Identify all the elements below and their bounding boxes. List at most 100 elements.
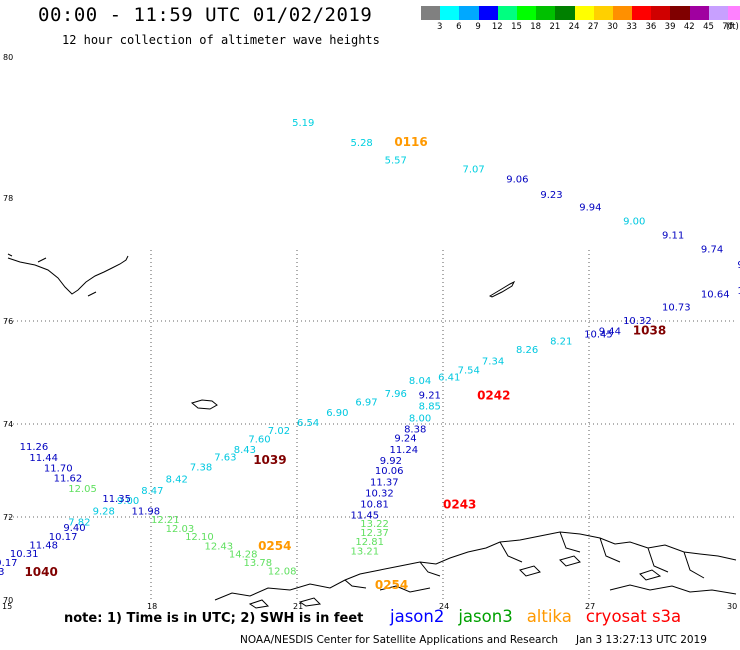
legend-swatch bbox=[536, 6, 556, 20]
wave-height-value: 12.08 bbox=[268, 566, 297, 577]
wave-height-value: 8.26 bbox=[516, 345, 538, 356]
legend-swatch bbox=[555, 6, 575, 20]
legend-swatch bbox=[478, 6, 498, 20]
color-scale-labels: 3 6 9 12 15 18 21 24 27 30 33 36 39 42 45 70 bbox=[421, 22, 740, 34]
legend-swatch bbox=[497, 6, 517, 20]
wave-height-value: 12.43 bbox=[205, 541, 234, 552]
legend-swatch bbox=[689, 6, 709, 20]
wave-height-value: 5.19 bbox=[292, 118, 314, 129]
wave-height-value: 11.98 bbox=[132, 507, 161, 518]
wave-height-value: 6.54 bbox=[297, 418, 319, 429]
legend-label: 12 bbox=[491, 22, 503, 32]
wave-height-value: 11.44 bbox=[29, 453, 58, 464]
legend-label: 18 bbox=[530, 22, 542, 32]
wave-height-value: 12.03 bbox=[166, 524, 195, 535]
pass-time-label: 0254 bbox=[375, 578, 408, 592]
legend-label: 42 bbox=[683, 22, 695, 32]
map-title: 00:00 - 11:59 UTC 01/02/2019 bbox=[38, 4, 373, 26]
wave-height-value: 9.28 bbox=[93, 507, 115, 518]
coastline-hopen bbox=[488, 280, 516, 298]
wave-height-value: 6.41 bbox=[438, 373, 460, 384]
wave-height-value: 14.28 bbox=[229, 550, 258, 561]
legend-label: 30 bbox=[607, 22, 618, 32]
wave-height-value: 5.57 bbox=[385, 155, 407, 166]
legend-label: 27 bbox=[587, 22, 599, 32]
legend-label: 33 bbox=[626, 22, 638, 32]
legend-swatch bbox=[612, 6, 633, 20]
latitude-label: 74 bbox=[3, 420, 13, 429]
legend-swatch bbox=[440, 6, 460, 20]
wave-height-value: 6.90 bbox=[326, 408, 348, 419]
wave-height-value: 11.35 bbox=[102, 494, 131, 505]
wave-height-value: 13.21 bbox=[351, 546, 380, 557]
wave-height-value: 12.37 bbox=[360, 528, 389, 539]
longitude-label: 24 bbox=[439, 602, 449, 611]
wave-height-value: 7.54 bbox=[458, 366, 480, 377]
wave-height-value: 8.42 bbox=[166, 475, 188, 486]
credit-line: NOAA/NESDIS Center for Satellite Applica… bbox=[240, 634, 707, 646]
wave-height-value: 9.40 bbox=[63, 523, 85, 534]
legend-swatch bbox=[516, 6, 537, 20]
wave-height-value: 9.11 bbox=[662, 231, 684, 242]
satellite-legend-entry: jason3 bbox=[458, 607, 513, 626]
satellite-legend: jason2 jason3 altika cryosat s3a bbox=[390, 607, 695, 626]
legend-label: 9 bbox=[475, 22, 481, 32]
wave-height-value: 12.05 bbox=[68, 484, 97, 495]
wave-height-value: 10.64 bbox=[701, 290, 730, 301]
wave-height-value: 11.62 bbox=[54, 474, 83, 485]
wave-height-value: 8.43 bbox=[234, 445, 256, 456]
wave-height-value: 10.45 bbox=[584, 329, 613, 340]
wave-height-value: 13.22 bbox=[360, 519, 389, 530]
legend-label: 45 bbox=[703, 22, 714, 32]
legend-swatch bbox=[632, 6, 652, 20]
wave-height-value: 6.97 bbox=[355, 397, 377, 408]
wave-height-value: 9.06 bbox=[506, 174, 528, 185]
wave-height-value: 11.37 bbox=[370, 477, 399, 488]
footer-note: note: 1) Time is in UTC; 2) SWH is in fe… bbox=[64, 611, 364, 626]
pass-time-label: 0116 bbox=[394, 135, 427, 149]
color-scale-unit: (ft) bbox=[726, 22, 739, 32]
wave-height-value: 9.74 bbox=[701, 245, 723, 256]
wave-height-value: 9.92 bbox=[380, 456, 402, 467]
wave-height-value: 11.70 bbox=[44, 463, 73, 474]
legend-label: 21 bbox=[549, 22, 561, 32]
legend-swatch bbox=[708, 6, 728, 20]
satellite-legend-entry: altika bbox=[526, 607, 572, 626]
wave-height-value: 7.38 bbox=[190, 463, 212, 474]
wave-height-value: 7.34 bbox=[482, 356, 504, 367]
coastline bbox=[7, 253, 737, 609]
legend-swatch bbox=[651, 6, 671, 20]
legend-label: 39 bbox=[664, 22, 676, 32]
legend-label: 24 bbox=[568, 22, 580, 32]
map-subtitle: 12 hour collection of altimeter wave hei… bbox=[62, 33, 380, 47]
pass-time-label: 1039 bbox=[253, 453, 286, 467]
wave-height-value: 7.96 bbox=[385, 389, 407, 400]
pass-time-label: 0254 bbox=[258, 539, 291, 553]
wave-height-value: 9.00 bbox=[117, 496, 139, 507]
legend-swatch bbox=[670, 6, 690, 20]
wave-height-value: 11.48 bbox=[29, 541, 58, 552]
pass-time-label: 0242 bbox=[477, 388, 510, 402]
wave-height-value: 8.00 bbox=[409, 413, 431, 424]
wave-height-value: 10.31 bbox=[10, 549, 39, 560]
wave-height-value: 12.10 bbox=[185, 532, 214, 543]
wave-height-value: 7.07 bbox=[462, 165, 484, 176]
wave-height-value: 11.26 bbox=[20, 442, 49, 453]
longitude-label: 21 bbox=[293, 602, 303, 611]
legend-swatch bbox=[459, 6, 479, 20]
pass-time-label: 1038 bbox=[633, 323, 666, 337]
wave-height-value: 13.78 bbox=[243, 558, 272, 569]
wave-height-value: 10.13 bbox=[0, 567, 4, 578]
coastline-norway bbox=[214, 531, 737, 601]
legend-swatch bbox=[593, 6, 613, 20]
longitude-label: 30 bbox=[727, 602, 737, 611]
wave-height-value: 9.44 bbox=[599, 326, 621, 337]
wave-height-value: 9.00 bbox=[623, 216, 645, 227]
wave-height-value: 7.60 bbox=[248, 435, 270, 446]
legend-label: 6 bbox=[456, 22, 462, 32]
lat-lon-grid bbox=[5, 250, 735, 600]
legend-label: 3 bbox=[436, 22, 443, 32]
credit-text: NOAA/NESDIS Center for Satellite Applica… bbox=[240, 634, 558, 646]
coastline-bear-island bbox=[190, 399, 218, 410]
wave-height-value: 9.94 bbox=[579, 202, 601, 213]
